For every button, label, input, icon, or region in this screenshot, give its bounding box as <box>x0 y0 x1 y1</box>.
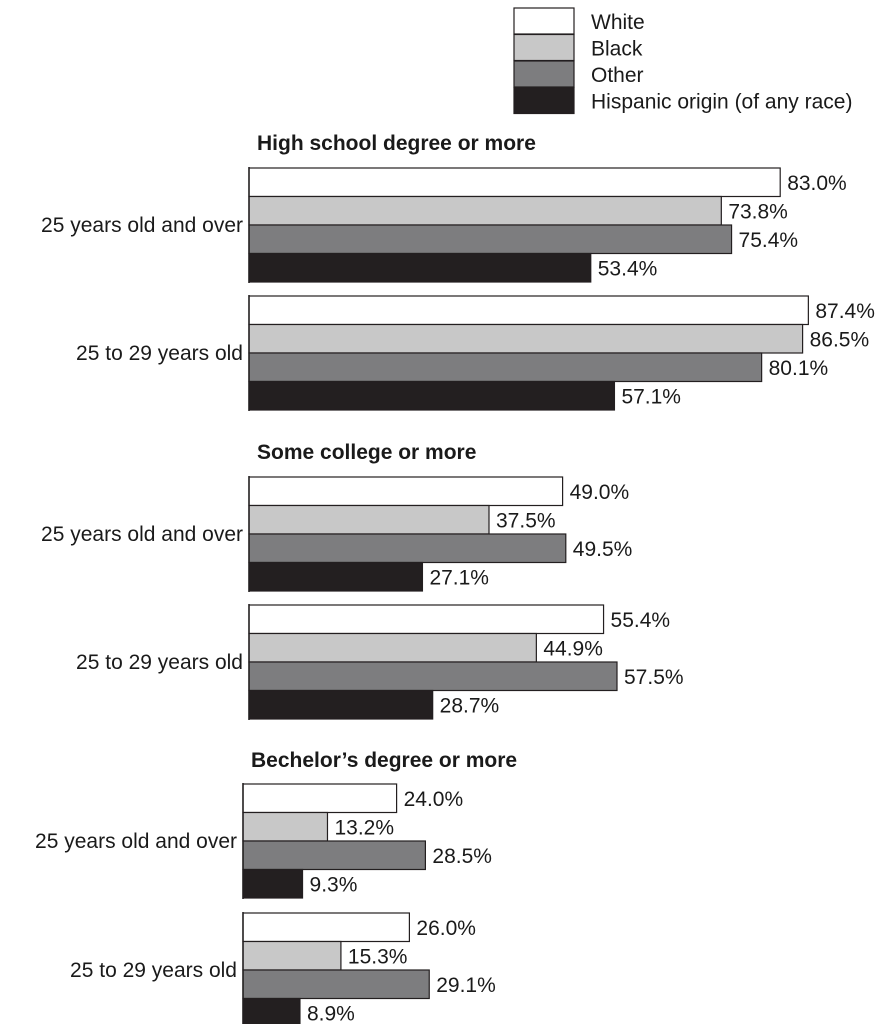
panel-some-college-or-more: Some college or more 49.0% 37.5% 49.5% 27.1%… <box>41 441 684 720</box>
bar-group-25-years-old-and-over: 24.0% 13.2% 28.5% 9.3% 25 years old and over <box>35 783 492 899</box>
legend-label-other: Other <box>591 64 644 87</box>
bar-black <box>248 323 804 354</box>
legend-label-black: Black <box>591 38 643 61</box>
value-label: 57.5% <box>624 666 684 689</box>
bar-group-25-years-old-and-over: 49.0% 37.5% 49.5% 27.1% 25 years old and ove… <box>41 476 632 592</box>
chart-panels: High school degree or more 83.0% 73.8% 75.4… <box>35 132 875 1024</box>
value-label: 13.2% <box>334 817 394 840</box>
legend-swatch-black <box>513 33 575 62</box>
value-label: 28.7% <box>440 695 500 718</box>
bar-hispanic-origin-of-any-race <box>242 868 304 899</box>
legend-label-white: White <box>591 11 645 34</box>
bar-group-25-to-29-years-old: 26.0% 15.3% 29.1% 8.9% 25 to 29 years old <box>70 912 496 1024</box>
bar-group-25-to-29-years-old: 55.4% 44.9% 57.5% 28.7% 25 to 29 years old <box>76 604 684 720</box>
value-label: 44.9% <box>543 638 603 661</box>
value-label: 73.8% <box>728 201 788 224</box>
value-label: 28.5% <box>432 845 492 868</box>
bar-black <box>248 195 722 226</box>
panel-title: Some college or more <box>257 441 476 464</box>
category-label: 25 years old and over <box>41 214 243 237</box>
bar-black <box>242 811 329 842</box>
value-label: 57.1% <box>621 386 681 409</box>
bar-group-25-years-old-and-over: 83.0% 73.8% 75.4% 53.4% 25 years old and ove… <box>41 167 847 283</box>
value-label: 15.3% <box>348 946 408 969</box>
bar-other <box>248 352 763 383</box>
category-label: 25 years old and over <box>35 830 237 853</box>
category-label: 25 to 29 years old <box>70 959 237 982</box>
bar-hispanic-origin-of-any-race <box>248 561 424 592</box>
category-label: 25 to 29 years old <box>76 651 243 674</box>
bar-white <box>248 295 809 326</box>
value-label: 83.0% <box>787 172 847 195</box>
value-label: 26.0% <box>416 917 476 940</box>
value-label: 55.4% <box>611 609 671 632</box>
bar-hispanic-origin-of-any-race <box>242 997 301 1024</box>
legend: White Black Other Hispanic origin (of any r… <box>513 7 852 115</box>
value-label: 87.4% <box>815 300 875 323</box>
panel-high-school-degree-or-more: High school degree or more 83.0% 73.8% 75.4… <box>41 132 875 411</box>
bar-black <box>248 632 537 663</box>
bar-other <box>248 224 733 255</box>
bar-other <box>242 840 426 871</box>
bar-other <box>248 533 567 564</box>
value-label: 80.1% <box>769 357 829 380</box>
bar-black <box>242 940 342 971</box>
value-label: 86.5% <box>810 329 870 352</box>
panel-title: High school degree or more <box>257 132 536 155</box>
value-label: 29.1% <box>436 974 496 997</box>
bar-white <box>242 912 410 943</box>
value-label: 37.5% <box>496 510 556 533</box>
legend-swatch-hispanic-origin-of-any-race <box>513 86 575 115</box>
value-label: 24.0% <box>404 788 464 811</box>
value-label: 9.3% <box>310 874 358 897</box>
value-label: 53.4% <box>598 258 658 281</box>
bar-hispanic-origin-of-any-race <box>248 689 434 720</box>
value-label: 8.9% <box>307 1003 355 1024</box>
legend-label-hispanic-origin-of-any-race: Hispanic origin (of any race) <box>591 91 852 114</box>
bar-hispanic-origin-of-any-race <box>248 380 616 411</box>
bar-black <box>248 504 490 535</box>
bar-group-25-to-29-years-old: 87.4% 86.5% 80.1% 57.1% 25 to 29 years old <box>76 295 875 411</box>
category-label: 25 years old and over <box>41 523 243 546</box>
legend-swatch-other <box>513 60 575 88</box>
bar-white <box>248 604 605 635</box>
legend-swatch-white <box>513 7 575 35</box>
bar-hispanic-origin-of-any-race <box>248 252 592 283</box>
bar-other <box>242 969 430 1000</box>
bar-white <box>248 167 781 198</box>
bar-white <box>248 476 564 507</box>
value-label: 27.1% <box>429 567 489 590</box>
value-label: 49.0% <box>570 481 630 504</box>
panel-title: Bechelor’s degree or more <box>251 749 517 772</box>
value-label: 75.4% <box>739 229 799 252</box>
category-label: 25 to 29 years old <box>76 342 243 365</box>
bar-white <box>242 783 398 814</box>
value-label: 49.5% <box>573 538 633 561</box>
bar-other <box>248 661 618 692</box>
panel-bechelor-s-degree-or-more: Bechelor’s degree or more 24.0% 13.2% 28.5%… <box>35 749 517 1024</box>
